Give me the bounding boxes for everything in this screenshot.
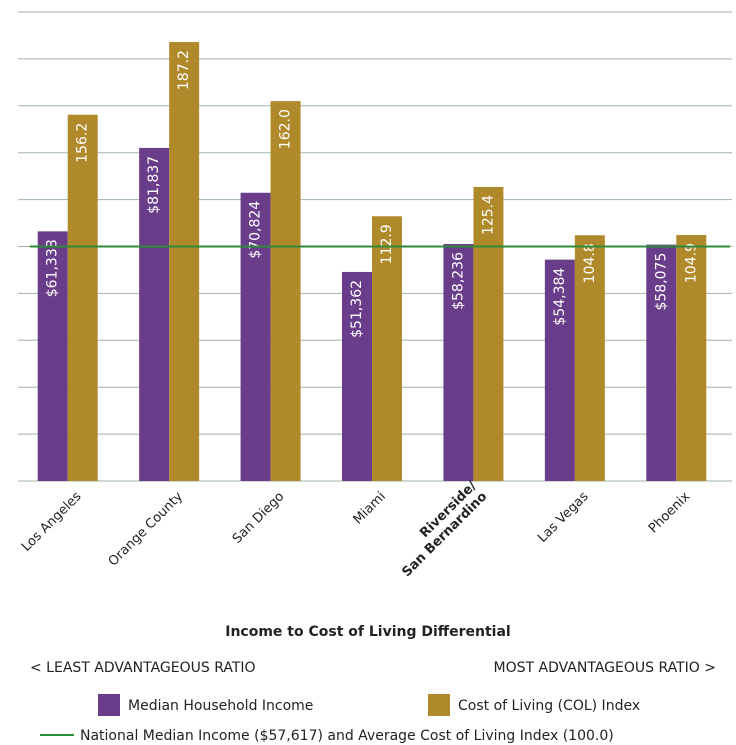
data-label: $58,075: [653, 253, 669, 311]
bar: [67, 114, 98, 481]
annotation: MOST ADVANTAGEOUS RATIO >: [494, 660, 716, 676]
bar: [270, 101, 301, 482]
bar: [169, 42, 200, 482]
x-tick-label: Phoenix: [646, 489, 693, 536]
bar: [473, 186, 504, 481]
x-tick-label: Riverside/San Bernardino: [389, 478, 491, 580]
bar: [646, 244, 677, 481]
data-label: 112.9: [379, 224, 395, 264]
legend-label: National Median Income ($57,617) and Ave…: [80, 728, 614, 744]
x-tick-label: Orange County: [106, 489, 186, 569]
data-label: 162.0: [278, 109, 294, 149]
chart-title: Income to Cost of Living Differential: [225, 624, 510, 640]
data-label: $81,837: [146, 156, 162, 214]
data-label: $54,384: [552, 268, 568, 326]
x-tick-label: Las Vegas: [535, 489, 592, 546]
data-label: $58,236: [450, 252, 466, 310]
data-label: 156.2: [75, 123, 91, 163]
data-label: 104.8: [582, 243, 598, 283]
data-label: 187.2: [176, 50, 192, 90]
annotation: < LEAST ADVANTAGEOUS RATIO: [30, 660, 256, 676]
data-label: $61,338: [45, 239, 61, 297]
data-label: 104.9: [683, 243, 699, 283]
legend-label: Cost of Living (COL) Index: [458, 698, 640, 714]
bar: [544, 259, 575, 481]
bar: [37, 231, 68, 481]
bar: [240, 192, 271, 481]
x-tick-label: Miami: [351, 489, 389, 527]
data-label: $51,362: [349, 280, 365, 338]
x-tick-label: Los Angeles: [19, 489, 85, 555]
bar: [443, 243, 474, 481]
legend-label: Median Household Income: [128, 698, 313, 714]
data-label: $70,824: [248, 201, 264, 259]
legend-swatch: [428, 694, 450, 716]
bar: [676, 235, 707, 481]
x-tick-label: San Diego: [230, 489, 288, 547]
bar: [342, 271, 372, 481]
data-label: 125.4: [480, 195, 496, 235]
legend-swatch: [98, 694, 120, 716]
bar: [372, 216, 402, 481]
bar: [574, 235, 605, 481]
bar: [139, 147, 170, 481]
